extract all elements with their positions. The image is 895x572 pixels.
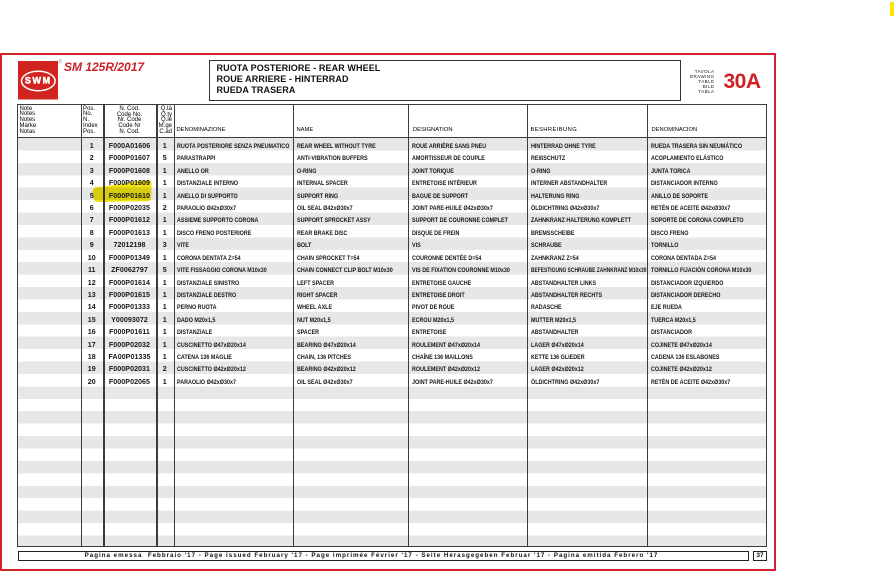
svg-text:SWM: SWM	[25, 76, 52, 86]
